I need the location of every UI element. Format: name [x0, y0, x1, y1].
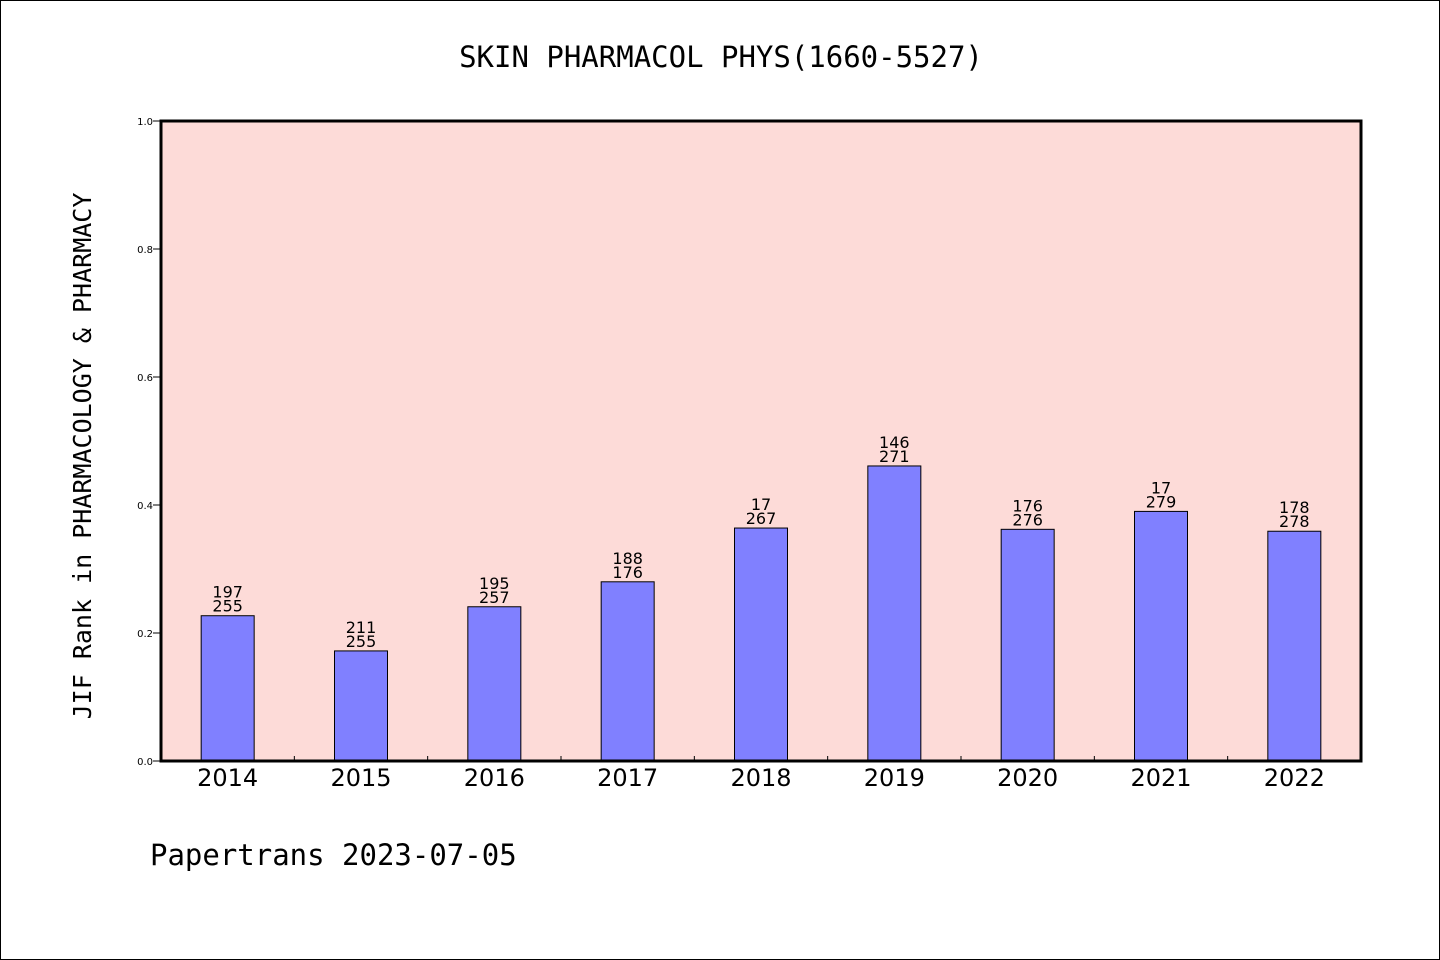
y-tick-label-3: 0.6	[137, 373, 153, 384]
bar-label-bottom-2020: 276	[1012, 510, 1043, 529]
bar-label-bottom-2016: 257	[479, 588, 510, 607]
y-tick-label-0: 0.0	[137, 757, 153, 768]
y-axis-label: JIF Rank in PHARMACOLOGY & PHARMACY	[68, 193, 97, 720]
bar-2015	[334, 650, 388, 762]
bar-2021	[1134, 510, 1188, 762]
plot-frame	[159, 119, 1363, 763]
bar-label-top-2019: 146	[879, 433, 910, 452]
x-tick-label-2020: 2020	[997, 764, 1058, 792]
bars-group	[200, 465, 1322, 762]
bar-label-bottom-2015: 255	[346, 632, 377, 651]
bar-labels-group: 1972552112551952571881761726714627117627…	[212, 433, 1309, 651]
bar-label-bottom-2018: 267	[746, 509, 777, 528]
y-tick-label-2: 0.4	[137, 501, 153, 512]
y-tick-label-1: 0.2	[137, 629, 153, 640]
bar-label-top-2022: 178	[1279, 498, 1310, 517]
chart-title: SKIN PHARMACOL PHYS(1660-5527)	[459, 40, 983, 74]
bar-label-top-2021: 17	[1151, 478, 1171, 497]
x-tick-label-2019: 2019	[864, 764, 925, 792]
bar-2017	[600, 581, 655, 762]
bar-label-bottom-2022: 278	[1279, 512, 1310, 531]
bar-label-top-2015: 211	[346, 618, 377, 637]
bar-label-bottom-2019: 271	[879, 447, 910, 466]
x-tick-label-2015: 2015	[330, 764, 391, 792]
bar-2016	[467, 606, 522, 762]
bar-label-top-2020: 176	[1012, 496, 1043, 515]
bar-2020	[1000, 528, 1055, 762]
bar-label-top-2018: 17	[751, 495, 771, 514]
bar-2014	[200, 615, 255, 762]
bar-label-bottom-2021: 279	[1146, 492, 1177, 511]
x-tick-label-2018: 2018	[730, 764, 791, 792]
bar-label-top-2016: 195	[479, 574, 510, 593]
x-tick-label-2021: 2021	[1130, 764, 1191, 792]
y-tick-label-5: 1.0	[137, 117, 153, 128]
y-tick-label-4: 0.8	[137, 245, 153, 256]
bar-label-bottom-2017: 176	[612, 563, 643, 582]
bar-2018	[734, 527, 788, 762]
bar-label-top-2014: 197	[212, 583, 243, 602]
bar-label-bottom-2014: 255	[212, 597, 243, 616]
bar-label-top-2017: 188	[612, 549, 643, 568]
x-tick-label-2016: 2016	[464, 764, 525, 792]
bar-2019	[867, 465, 922, 762]
footer-credit: Papertrans 2023-07-05	[150, 838, 517, 872]
ticks-group: 2014 2015 2016 2017 2018 2019 2020 2021 2022 0.0 0…	[137, 117, 1325, 792]
bar-2022	[1267, 530, 1322, 762]
x-tick-label-2022: 2022	[1264, 764, 1325, 792]
x-tick-label-2017: 2017	[597, 764, 658, 792]
x-tick-label-2014: 2014	[197, 764, 258, 792]
